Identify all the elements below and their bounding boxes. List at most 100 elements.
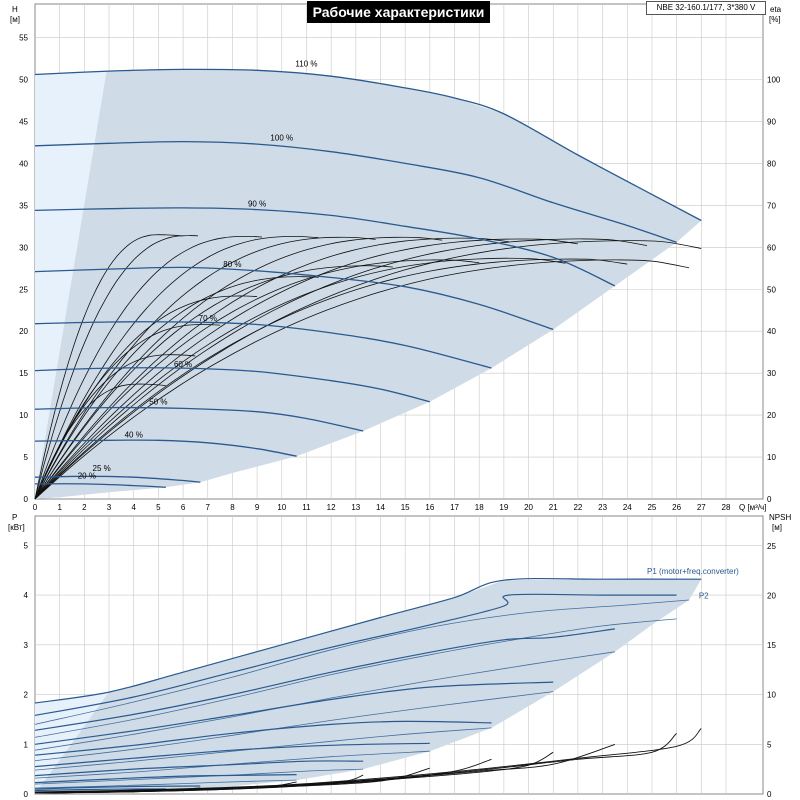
- head-curve: [34, 406, 364, 432]
- eta-curve: [34, 257, 566, 500]
- eta-y-tick: 90: [767, 117, 776, 126]
- eta-axis-unit: [%]: [769, 15, 781, 24]
- head-y-tick: 5: [24, 453, 29, 462]
- eta-y-tick: 20: [767, 411, 776, 420]
- p2-curve: [34, 651, 615, 751]
- head-y-tick: 50: [19, 76, 28, 85]
- head-curve-label: 90 %: [248, 200, 266, 209]
- head-curve: [34, 321, 492, 369]
- head-y-tick: 30: [19, 243, 28, 252]
- p1-curve: [34, 788, 166, 792]
- flow-x-tick: 2: [82, 503, 87, 512]
- head-curve-label: 70 %: [199, 314, 217, 323]
- power-light-region: [35, 692, 109, 794]
- flow-x-tick: 7: [206, 503, 211, 512]
- flow-x-tick: 0: [33, 503, 38, 512]
- head-curve-label: 25 %: [93, 464, 111, 473]
- eta-curve: [34, 258, 628, 500]
- flow-x-tick: 5: [156, 503, 161, 512]
- eta-y-tick: 30: [767, 369, 776, 378]
- flow-x-tick: 20: [524, 503, 533, 512]
- eta-curve: [34, 324, 221, 500]
- flow-x-tick: 8: [230, 503, 235, 512]
- p2-curve: [34, 750, 430, 779]
- power-y-tick: 0: [24, 790, 29, 799]
- head-curve: [34, 439, 297, 457]
- eta-curve: [34, 235, 263, 500]
- flow-x-tick: 12: [327, 503, 336, 512]
- eta-curve: [34, 236, 376, 500]
- flow-x-tick: 6: [181, 503, 186, 512]
- head-y-tick: 40: [19, 159, 28, 168]
- eta-y-tick: 50: [767, 285, 776, 294]
- npsh-y-tick: 10: [767, 691, 776, 700]
- flow-x-tick: 24: [623, 503, 632, 512]
- flow-x-tick: 13: [351, 503, 360, 512]
- head-y-tick: 35: [19, 201, 28, 210]
- head-y-tick: 45: [19, 117, 28, 126]
- p1-curve: [34, 774, 297, 784]
- eta-y-tick: 60: [767, 243, 776, 252]
- pump-model-label: NBE 32-160.1/177, 3*380 V: [646, 1, 766, 15]
- head-curve-label: 100 %: [270, 133, 293, 142]
- p2-curve: [34, 727, 492, 771]
- p2-curve: [34, 779, 297, 789]
- power-y-tick: 3: [24, 641, 29, 650]
- head-curve: [34, 475, 201, 483]
- flow-x-tick: 19: [499, 503, 508, 512]
- npsh-y-tick: 25: [767, 542, 776, 551]
- p2-curve: [34, 618, 677, 738]
- head-y-tick: 20: [19, 327, 28, 336]
- flow-x-tick: 4: [131, 503, 136, 512]
- eta-y-tick: 10: [767, 453, 776, 462]
- eta-curve: [34, 238, 578, 500]
- head-curve: [34, 140, 677, 243]
- npsh-curve: [34, 787, 201, 794]
- head-curve-label: 60 %: [174, 360, 192, 369]
- head-light-region: [35, 71, 107, 499]
- power-y-tick: 2: [24, 691, 29, 700]
- flow-x-tick: 14: [376, 503, 385, 512]
- eta-y-tick: 0: [767, 495, 772, 504]
- power-operating-area: [35, 579, 702, 794]
- head-axis-unit: [м]: [10, 15, 20, 24]
- eta-curve: [34, 234, 184, 500]
- eta-y-tick: 100: [767, 76, 781, 85]
- power-curve-label: P2: [699, 592, 709, 601]
- flow-x-tick: 18: [475, 503, 484, 512]
- npsh-axis-unit: [м]: [772, 523, 782, 532]
- head-curve-label: 80 %: [223, 260, 241, 269]
- npsh-y-tick: 20: [767, 591, 776, 600]
- flow-x-tick: 17: [450, 503, 459, 512]
- head-y-tick: 55: [19, 34, 28, 43]
- flow-x-tick: 3: [107, 503, 112, 512]
- p1-curve: [34, 628, 615, 731]
- eta-y-tick: 70: [767, 201, 776, 210]
- npsh-curve: [34, 733, 677, 793]
- eta-curve: [34, 259, 690, 500]
- head-y-tick: 25: [19, 285, 28, 294]
- head-curve: [34, 367, 430, 403]
- flow-x-tick: 16: [425, 503, 434, 512]
- p2-curve: [34, 691, 554, 762]
- flow-x-tick: 23: [598, 503, 607, 512]
- flow-x-tick: 26: [672, 503, 681, 512]
- head-y-tick: 15: [19, 369, 28, 378]
- eta-curve: [34, 235, 198, 500]
- eta-curve: [34, 259, 480, 500]
- head-curve-label: 20 %: [78, 472, 96, 481]
- head-curve: [34, 68, 702, 222]
- power-curve-label: P1 (motor+freq.converter): [647, 567, 739, 576]
- head-curve-label: 110 %: [295, 60, 317, 69]
- head-curve-label: 50 %: [149, 398, 167, 407]
- eta-y-tick: 40: [767, 327, 776, 336]
- head-curve: [34, 207, 616, 287]
- p1-curve: [34, 742, 430, 768]
- head-operating-area: [35, 69, 702, 500]
- eta-curve: [34, 295, 258, 500]
- power-axis-label: P: [12, 513, 17, 522]
- eta-curve: [34, 238, 648, 500]
- npsh-y-tick: 5: [767, 740, 772, 749]
- head-axis-label: H: [12, 5, 18, 14]
